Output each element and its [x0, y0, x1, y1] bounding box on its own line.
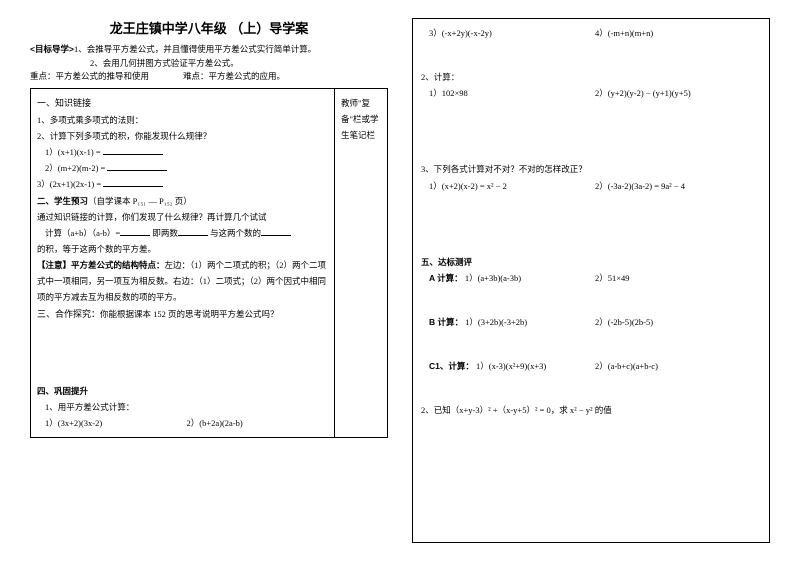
objective-1: 1、会推导平方差公式，并且懂得使用平方差公式实行简单计算。 — [74, 44, 316, 54]
s4-1b: 2）(b+2a)(2a-b) — [187, 415, 329, 431]
r-item-4: 4）(-m+n)(m+n) — [595, 25, 761, 41]
s1-2a: 1）(x+1)(x-1) = — [45, 147, 101, 157]
s5-B1: 1）(3+2b)(-3+2b) — [465, 317, 527, 327]
s1-item-1: 1、多项式乘多项式的法则： — [37, 112, 328, 128]
s1-2b: 2）(m+2)(m-2) = — [45, 163, 105, 173]
blank-line — [103, 144, 163, 155]
s2-2a: 计算（a+b）（a-b）= — [45, 228, 120, 238]
s5-B2: 2）(-2b-5)(2b-5) — [595, 314, 761, 330]
s5-A-label: A 计算： — [429, 273, 463, 283]
s2-head-tail: （自学课本 P₁₅₁ — P₁₅₂ 页） — [88, 196, 192, 206]
r-3a: 1）(x+2)(x-2) = x² − 2 — [429, 178, 595, 194]
section-1-head: 一、知识链接 — [37, 95, 328, 112]
objective-block: <目标导学>1、会推导平方差公式，并且懂得使用平方差公式实行简单计算。 2、会用… — [30, 43, 388, 84]
s5-C1: 1）(x-3)(x²+9)(x+3) — [476, 361, 546, 371]
s2-2b: 即两数 — [152, 228, 178, 238]
section-4-head: 四、巩固提升 — [37, 383, 328, 399]
s3-text: 你能根据课本 152 页的思考说明平方差公式吗？ — [100, 309, 279, 319]
s4-1a: 1）(3x+2)(3x-2) — [45, 415, 187, 431]
section-2-head: 二、学生预习 — [37, 196, 88, 206]
s1-2c: 3）(2x+1)(2x-1) = — [37, 179, 101, 189]
r-3b: 2）(-3a-2)(3a-2) = 9a² − 4 — [595, 178, 761, 194]
note-head: 【注意】平方差公式的结构特点： — [37, 260, 165, 270]
blank-line — [103, 176, 163, 187]
r-2b: 2）(y+2)(y-2) − (y+1)(y+5) — [595, 85, 761, 101]
s5-C2: 2）(a-b+c)(a+b-c) — [595, 358, 761, 374]
notes-column: 教师"复备"栏或学生笔记栏 — [335, 88, 388, 437]
r-2a: 1）102×98 — [429, 85, 595, 101]
content-cell: 一、知识链接 1、多项式乘多项式的法则： 2、计算下列多项式的积，你能发现什么规… — [31, 88, 335, 437]
s5-C-label: C1、计算： — [429, 361, 474, 371]
s2-2c: 与这两个数的 — [210, 228, 261, 238]
blank-line — [261, 225, 291, 236]
s5-A1: 1）(a+3b)(a-3b) — [465, 273, 521, 283]
s5-B-label: B 计算： — [429, 317, 463, 327]
s2-line-3: 的积，等于这两个数的平方差。 — [37, 241, 328, 257]
s2-line-1: 通过知识链接的计算，你们发现了什么规律？再计算几个试试 — [37, 209, 328, 225]
right-content: 3）(-x+2y)(-x-2y) 4）(-m+n)(m+n) 2、计算： 1）1… — [412, 18, 770, 543]
s4-1: 1、用平方差公式计算： — [37, 399, 328, 415]
blank-line — [178, 225, 208, 236]
keypoint: 重点：平方差公式的推导和使用 难点：平方差公式的应用。 — [30, 71, 285, 81]
blank-line — [120, 225, 150, 236]
objective-label: <目标导学> — [30, 44, 74, 54]
s1-item-2: 2、计算下列多项式的积，你能发现什么规律？ — [37, 128, 328, 144]
objective-2: 2、会用几何拼图方式验证平方差公式。 — [90, 58, 239, 68]
worksheet-title: 龙王庄镇中学八年级 （上）导学案 — [30, 18, 388, 37]
r-item-3: 3）(-x+2y)(-x-2y) — [429, 25, 595, 41]
r-3-head: 3、下列各式计算对不对？不对的怎样改正？ — [421, 161, 761, 177]
blank-line — [107, 160, 167, 171]
s5-A2: 2）51×49 — [595, 270, 761, 286]
section-5-head: 五、达标测评 — [421, 254, 761, 270]
s5-item-2: 2、已知（x+y-3）² +（x-y+5）² = 0，求 x² − y² 的值 — [421, 402, 761, 418]
r-2-head: 2、计算： — [421, 69, 761, 85]
section-3-head: 三、合作探究： — [37, 309, 100, 319]
content-table: 一、知识链接 1、多项式乘多项式的法则： 2、计算下列多项式的积，你能发现什么规… — [30, 88, 388, 438]
